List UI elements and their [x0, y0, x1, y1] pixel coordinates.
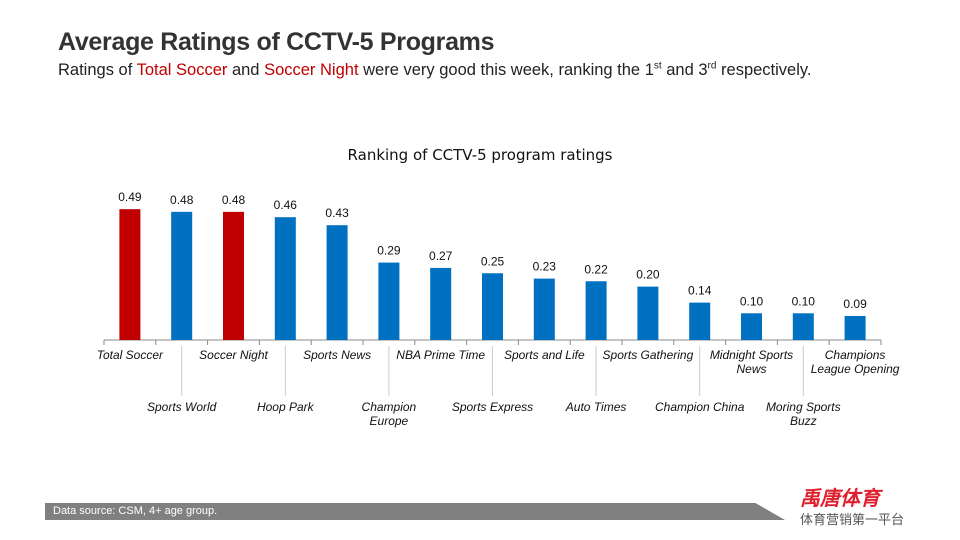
data-label: 0.09 — [843, 297, 867, 311]
category-label: Soccer Night — [199, 348, 268, 362]
bar — [430, 267, 452, 340]
category-label: Sports Gathering — [602, 348, 694, 362]
bar — [119, 209, 141, 340]
category-label: Sports News — [303, 348, 372, 362]
bar — [274, 217, 296, 340]
category-label: Auto Times — [565, 400, 627, 414]
category-label: Champions League Opening — [810, 348, 900, 376]
bar — [223, 211, 244, 340]
chart-title: Ranking of CCTV-5 program ratings — [348, 146, 613, 164]
bar — [689, 302, 711, 340]
bar — [171, 211, 193, 340]
footer-bar: Data source: CSM, 4+ age group. — [45, 503, 785, 520]
category-label: Sports Express — [451, 400, 534, 414]
subtitle-text: respectively. — [716, 61, 812, 79]
bar — [378, 262, 400, 340]
subtitle-text: and — [227, 61, 265, 79]
slogan: 体育营销第一平台 — [800, 512, 905, 527]
data-label: 0.10 — [792, 294, 816, 308]
data-label: 0.14 — [688, 284, 712, 298]
bar — [482, 273, 503, 340]
data-label: 0.22 — [584, 262, 608, 276]
data-label: 0.25 — [481, 254, 505, 268]
bar — [792, 313, 814, 340]
category-label: Champion China — [654, 400, 745, 414]
data-label: 0.29 — [377, 244, 401, 258]
data-label: 0.23 — [533, 260, 557, 274]
category-label: Champion Europe — [361, 400, 417, 428]
data-label: 0.48 — [170, 193, 194, 207]
highlight-total-soccer: Total Soccer — [136, 61, 228, 79]
category-label: Total Soccer — [96, 348, 164, 362]
bar — [637, 286, 659, 340]
data-label: 0.46 — [274, 198, 298, 212]
category-label: Midnight Sports News — [709, 348, 794, 376]
subtitle-text: were very good this week, ranking the 1 — [358, 61, 654, 79]
bar — [585, 281, 607, 340]
category-label: Sports World — [147, 400, 217, 414]
data-label: 0.43 — [325, 206, 349, 220]
page-title: Average Ratings of CCTV-5 Programs — [58, 28, 495, 56]
data-label: 0.27 — [429, 249, 453, 263]
subtitle-text: Ratings of — [58, 61, 137, 79]
bar — [326, 225, 348, 340]
data-label: 0.48 — [222, 193, 246, 207]
data-label: 0.10 — [740, 294, 764, 308]
highlight-soccer-night: Soccer Night — [264, 61, 359, 79]
category-label: Moring Sports Buzz — [765, 400, 841, 428]
category-label: NBA Prime Time — [396, 348, 486, 362]
superscript: rd — [707, 60, 717, 72]
superscript: st — [653, 60, 662, 72]
subtitle-text: and 3 — [661, 61, 708, 79]
bar — [741, 313, 762, 340]
logo: 禹唐体育 — [800, 488, 880, 510]
data-label: 0.20 — [636, 268, 660, 282]
bar — [844, 315, 866, 340]
category-label: Sports and Life — [503, 348, 585, 362]
bar — [533, 278, 555, 340]
data-source: Data source: CSM, 4+ age group. — [53, 505, 218, 517]
subtitle: Ratings of Total Soccer and Soccer Night… — [58, 60, 858, 81]
data-label: 0.49 — [118, 190, 142, 204]
category-label: Hoop Park — [256, 400, 314, 414]
